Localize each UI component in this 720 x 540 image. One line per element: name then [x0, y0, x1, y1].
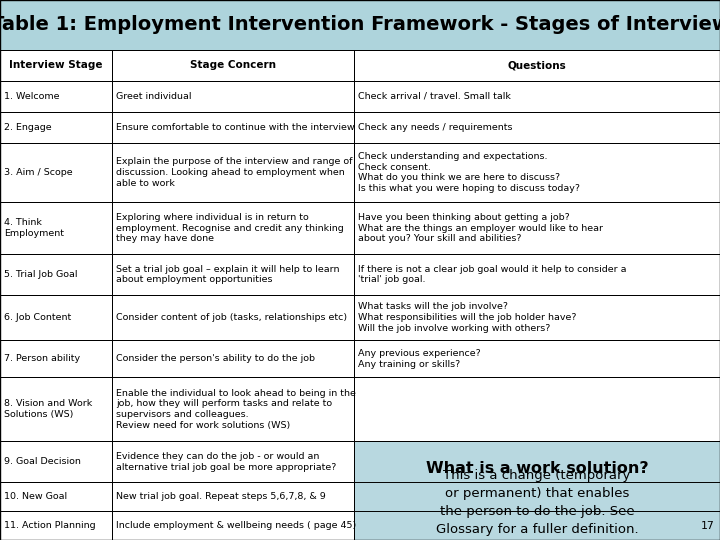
Text: Consider content of job (tasks, relationships etc): Consider content of job (tasks, relation… — [116, 313, 347, 322]
Bar — [354, 441, 720, 540]
Text: Table 1: Employment Intervention Framework - Stages of Interview: Table 1: Employment Intervention Framewo… — [0, 16, 720, 35]
Text: Check understanding and expectations.
Check consent.
What do you think we are he: Check understanding and expectations. Ch… — [358, 152, 580, 193]
Text: 10. New Goal: 10. New Goal — [4, 492, 67, 501]
Text: What is a work solution?: What is a work solution? — [426, 461, 648, 476]
Text: Have you been thinking about getting a job?
What are the things an employer woul: Have you been thinking about getting a j… — [358, 213, 603, 244]
Bar — [354, 81, 720, 112]
Bar — [112, 295, 354, 340]
Text: Explain the purpose of the interview and range of
discussion. Looking ahead to e: Explain the purpose of the interview and… — [116, 157, 353, 188]
Bar — [112, 511, 354, 540]
Bar — [354, 202, 720, 254]
Bar — [0, 254, 112, 295]
Text: 9. Goal Decision: 9. Goal Decision — [4, 457, 81, 466]
Bar — [0, 81, 112, 112]
Text: 4. Think
Employment: 4. Think Employment — [4, 218, 64, 238]
Text: Enable the individual to look ahead to being in the
job, how they will perform t: Enable the individual to look ahead to b… — [116, 389, 356, 430]
Bar — [112, 340, 354, 377]
Text: Ensure comfortable to continue with the interview: Ensure comfortable to continue with the … — [116, 123, 355, 132]
Bar — [0, 340, 112, 377]
Bar — [0, 112, 112, 143]
Text: Greet individual: Greet individual — [116, 92, 192, 101]
Text: 8. Vision and Work
Solutions (WS): 8. Vision and Work Solutions (WS) — [4, 400, 92, 419]
Bar — [112, 81, 354, 112]
Text: 2. Engage: 2. Engage — [4, 123, 52, 132]
Text: 7. Person ability: 7. Person ability — [4, 354, 80, 363]
Bar — [0, 202, 112, 254]
Text: 17: 17 — [701, 521, 715, 531]
Text: Check arrival / travel. Small talk: Check arrival / travel. Small talk — [358, 92, 511, 101]
Bar — [0, 441, 112, 482]
Text: 5. Trial Job Goal: 5. Trial Job Goal — [4, 270, 78, 279]
Text: Include employment & wellbeing needs ( page 45): Include employment & wellbeing needs ( p… — [116, 521, 356, 530]
Bar — [0, 482, 112, 511]
Bar — [0, 295, 112, 340]
Text: Evidence they can do the job - or would an
alternative trial job goal be more ap: Evidence they can do the job - or would … — [116, 452, 336, 471]
Bar — [354, 254, 720, 295]
Text: Check any needs / requirements: Check any needs / requirements — [358, 123, 513, 132]
Text: Consider the person's ability to do the job: Consider the person's ability to do the … — [116, 354, 315, 363]
Text: What tasks will the job involve?
What responsibilities will the job holder have?: What tasks will the job involve? What re… — [358, 302, 577, 333]
Text: New trial job goal. Repeat steps 5,6,7,8, & 9: New trial job goal. Repeat steps 5,6,7,8… — [116, 492, 325, 501]
Bar — [354, 295, 720, 340]
Bar — [112, 254, 354, 295]
Bar — [112, 202, 354, 254]
Bar — [112, 377, 354, 441]
Bar — [0, 377, 112, 441]
Text: Any previous experience?
Any training or skills?: Any previous experience? Any training or… — [358, 349, 481, 369]
Bar — [0, 143, 112, 202]
Text: 6. Job Content: 6. Job Content — [4, 313, 71, 322]
Text: Exploring where individual is in return to
employment. Recognise and credit any : Exploring where individual is in return … — [116, 213, 343, 244]
Bar — [354, 340, 720, 377]
Text: Stage Concern: Stage Concern — [190, 60, 276, 70]
Bar — [354, 50, 720, 81]
Bar — [112, 50, 354, 81]
Bar — [0, 511, 112, 540]
Bar — [112, 441, 354, 482]
Text: 11. Action Planning: 11. Action Planning — [4, 521, 96, 530]
Text: 3. Aim / Scope: 3. Aim / Scope — [4, 168, 73, 177]
Text: 1. Welcome: 1. Welcome — [4, 92, 60, 101]
Bar — [112, 143, 354, 202]
Bar — [0, 50, 112, 81]
Bar — [112, 112, 354, 143]
Text: This is a change (temporary
or permanent) that enables
the person to do the job.: This is a change (temporary or permanent… — [436, 469, 639, 536]
Bar — [0, 0, 720, 50]
Bar — [354, 112, 720, 143]
Bar — [354, 143, 720, 202]
Text: If there is not a clear job goal would it help to consider a
'trial' job goal.: If there is not a clear job goal would i… — [358, 265, 626, 284]
Text: Questions: Questions — [508, 60, 567, 70]
Text: Set a trial job goal – explain it will help to learn
about employment opportunit: Set a trial job goal – explain it will h… — [116, 265, 340, 284]
Bar — [112, 482, 354, 511]
Text: Interview Stage: Interview Stage — [9, 60, 103, 70]
